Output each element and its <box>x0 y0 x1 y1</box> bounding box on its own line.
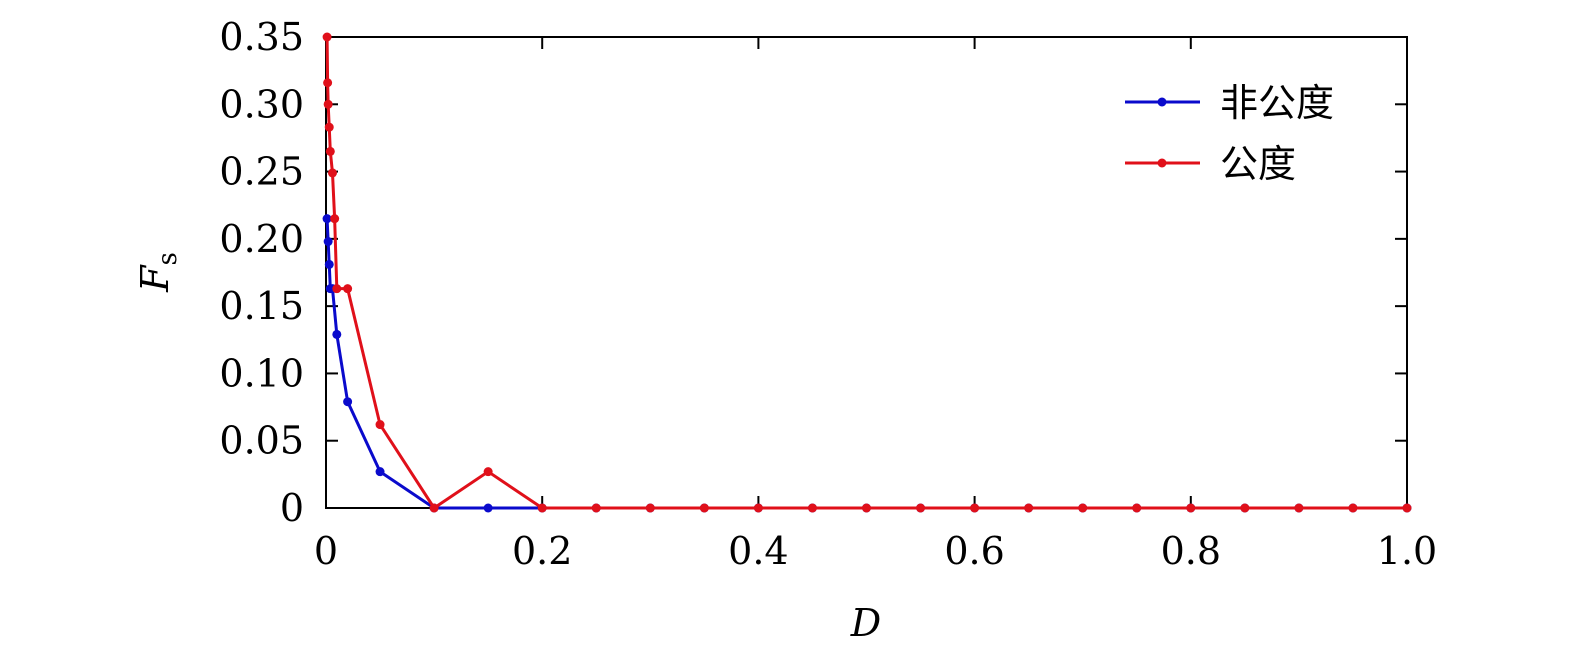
y-tick-label: 0.10 <box>219 351 304 395</box>
x-tick-label: 0.6 <box>944 529 1004 573</box>
data-point <box>322 32 332 42</box>
y-axis-label-group: Fs <box>133 252 183 293</box>
data-point <box>537 503 547 513</box>
y-tick-label: 0.15 <box>219 284 304 328</box>
legend-marker <box>1157 97 1167 107</box>
data-point <box>1240 503 1250 513</box>
x-tick-label: 0.4 <box>728 529 788 573</box>
data-point <box>916 503 926 513</box>
data-point <box>429 503 439 513</box>
y-axis-label-main: F <box>133 264 177 293</box>
data-point <box>324 259 334 269</box>
legend-marker <box>1157 158 1167 168</box>
data-point <box>1348 503 1358 513</box>
data-point <box>332 329 342 339</box>
data-point <box>332 284 342 294</box>
data-point <box>1294 503 1304 513</box>
data-point <box>324 122 334 132</box>
y-tick-label: 0.35 <box>219 15 304 59</box>
data-point <box>1402 503 1412 513</box>
data-point <box>343 284 353 294</box>
y-axis-label: Fs <box>133 252 183 293</box>
y-tick-label: 0.20 <box>219 217 304 261</box>
x-tick-label: 0.2 <box>512 529 572 573</box>
data-point <box>862 503 871 513</box>
data-point <box>1132 503 1142 513</box>
data-point <box>325 146 335 156</box>
data-point <box>323 78 333 88</box>
data-point <box>322 214 332 224</box>
y-tick-label: 0.25 <box>219 150 304 194</box>
data-point <box>330 214 340 224</box>
y-axis-label-sub: s <box>153 252 183 265</box>
data-point <box>753 503 763 513</box>
data-point <box>970 503 980 513</box>
data-point <box>327 168 337 178</box>
data-point <box>483 467 493 477</box>
x-axis-label: D <box>850 601 881 645</box>
data-point <box>323 237 333 247</box>
x-tick-label: 1.0 <box>1377 529 1437 573</box>
x-tick-label: 0 <box>314 529 338 573</box>
y-tick-label: 0 <box>280 486 304 530</box>
legend-label: 非公度 <box>1220 81 1334 125</box>
y-tick-label: 0.30 <box>219 82 304 126</box>
x-tick-label: 0.8 <box>1161 529 1221 573</box>
data-point <box>343 397 353 407</box>
data-point <box>1186 503 1196 513</box>
data-point <box>323 99 333 109</box>
data-point <box>1078 503 1088 513</box>
data-point <box>807 503 817 513</box>
data-point <box>483 503 493 513</box>
data-point <box>699 503 709 513</box>
series-line <box>325 218 1407 510</box>
legend-label: 公度 <box>1220 142 1296 186</box>
data-point <box>1024 503 1034 513</box>
data-point <box>591 503 601 513</box>
data-point <box>375 420 385 430</box>
data-point <box>645 503 655 513</box>
y-tick-label: 0.05 <box>219 419 304 463</box>
data-point <box>375 467 385 477</box>
